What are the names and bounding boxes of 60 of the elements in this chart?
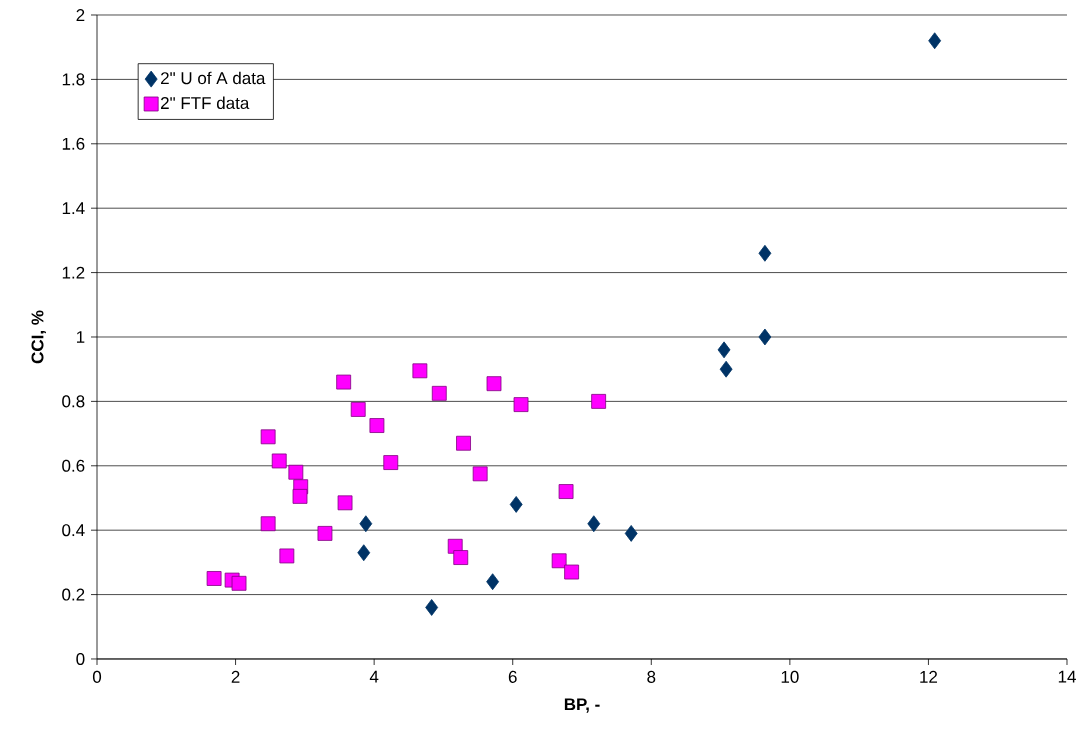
point — [271, 453, 287, 469]
point — [758, 244, 772, 262]
y-tick-label: 0.4 — [62, 524, 85, 537]
point — [591, 393, 607, 409]
point — [509, 496, 523, 513]
point — [260, 516, 276, 532]
point — [425, 599, 439, 616]
y-tick-label: 1.6 — [62, 137, 85, 150]
point — [558, 484, 574, 499]
point — [513, 397, 529, 413]
point — [719, 360, 733, 378]
point — [456, 435, 471, 451]
point — [359, 515, 373, 533]
point — [279, 548, 295, 564]
point — [486, 376, 502, 392]
point — [231, 575, 247, 591]
y-tick-label: 1.8 — [62, 73, 85, 86]
x-tick-label: 0 — [92, 670, 102, 683]
point — [758, 328, 772, 346]
point — [717, 341, 731, 359]
y-tick-label: 0 — [76, 652, 85, 666]
point — [564, 564, 580, 580]
y-axis-title: CCI, % — [31, 310, 46, 364]
point — [350, 402, 366, 417]
point — [292, 488, 308, 504]
y-tick-label: 0.6 — [62, 459, 85, 472]
point — [431, 385, 447, 401]
y-tick-label: 1 — [76, 331, 85, 343]
point — [260, 429, 276, 445]
point — [369, 418, 385, 433]
point — [453, 550, 469, 565]
point — [337, 495, 353, 511]
x-tick-label: 2 — [231, 670, 240, 683]
point — [928, 32, 942, 50]
y-tick-label: 1.2 — [62, 266, 85, 279]
x-tick-label: 12 — [920, 670, 938, 683]
point — [412, 363, 428, 379]
point — [486, 573, 500, 591]
y-tick-label: 0.8 — [62, 395, 85, 408]
x-tick-label: 14 — [1058, 670, 1076, 683]
legend-label: 2" U of A data — [161, 71, 266, 85]
point — [624, 525, 638, 542]
x-tick-label: 10 — [781, 670, 799, 683]
x-tick-label: 4 — [369, 670, 379, 683]
point — [551, 553, 567, 569]
point — [336, 374, 352, 390]
point — [288, 464, 304, 480]
legend-label: 2" FTF data — [161, 96, 250, 110]
point — [587, 515, 601, 533]
point — [206, 571, 222, 586]
point — [357, 544, 371, 562]
x-axis-title: BP, - — [564, 698, 600, 713]
x-tick-label: 8 — [647, 670, 656, 683]
x-tick-label: 6 — [508, 670, 517, 683]
y-tick-label: 2 — [76, 9, 85, 21]
point — [317, 526, 333, 541]
point — [472, 466, 488, 482]
point — [383, 455, 399, 470]
y-tick-label: 1.4 — [62, 202, 85, 215]
y-tick-label: 0.2 — [62, 588, 85, 601]
